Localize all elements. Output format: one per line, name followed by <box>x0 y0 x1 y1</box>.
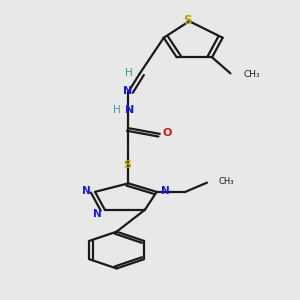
Text: S: S <box>183 14 191 26</box>
Text: N: N <box>123 86 132 96</box>
Text: H: H <box>113 104 121 115</box>
Text: S: S <box>123 160 131 170</box>
Text: N: N <box>125 104 134 115</box>
Text: H: H <box>124 68 132 78</box>
Text: CH₃: CH₃ <box>243 70 260 79</box>
Text: N: N <box>93 209 102 219</box>
Text: O: O <box>162 128 172 138</box>
Text: N: N <box>82 186 91 197</box>
Text: CH₃: CH₃ <box>219 177 234 186</box>
Text: N: N <box>161 186 170 197</box>
